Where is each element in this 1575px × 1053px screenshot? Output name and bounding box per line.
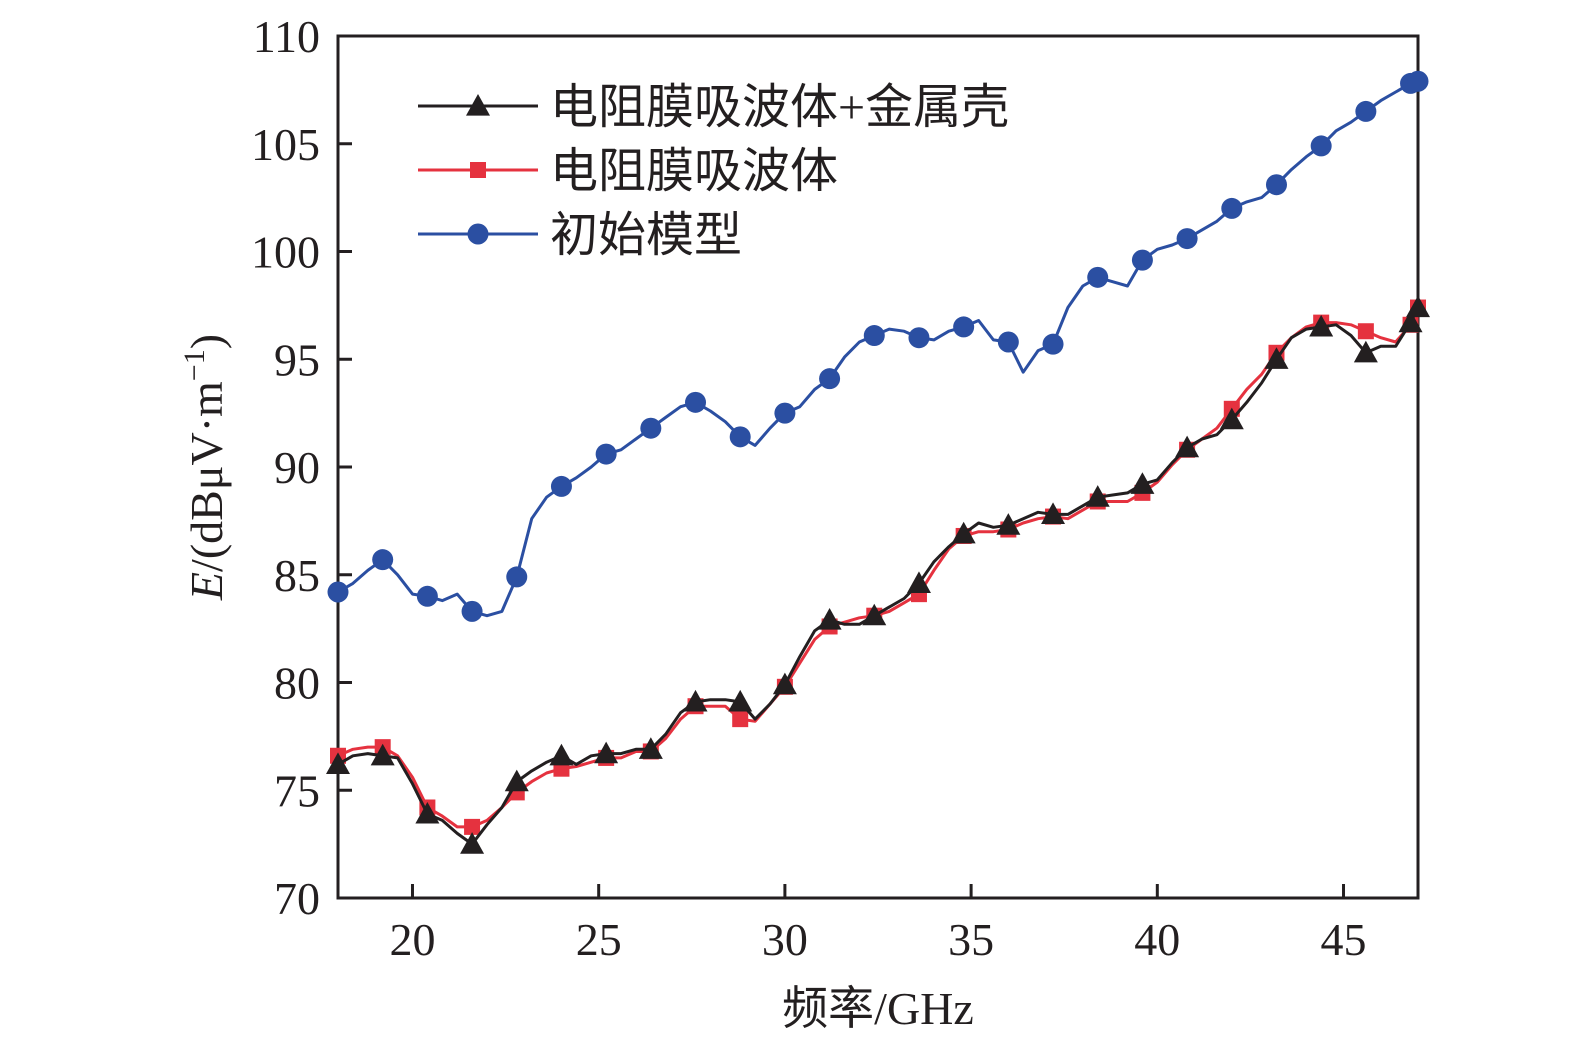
data-point xyxy=(464,818,481,835)
data-point xyxy=(1221,197,1243,219)
data-point xyxy=(1353,340,1378,363)
data-point xyxy=(416,585,438,607)
data-point xyxy=(685,391,707,413)
y-tick-label: 100 xyxy=(251,227,320,278)
series-line xyxy=(337,306,1420,846)
data-point xyxy=(683,689,708,712)
data-point xyxy=(415,801,440,824)
x-tick-label: 45 xyxy=(1321,914,1367,965)
data-point xyxy=(1309,314,1334,337)
y-tick-label: 80 xyxy=(274,658,320,709)
series-square xyxy=(330,299,1426,835)
y-axis-unit-close: ) xyxy=(181,334,232,349)
y-tick-label: 95 xyxy=(274,334,320,385)
data-point xyxy=(1265,174,1287,196)
legend-marker xyxy=(467,223,489,245)
legend-label: 初始模型 xyxy=(550,209,742,262)
data-point xyxy=(1175,435,1200,458)
data-point xyxy=(372,549,394,571)
data-point xyxy=(1042,333,1064,355)
data-point xyxy=(1219,407,1244,430)
data-point xyxy=(504,769,529,792)
data-point xyxy=(728,689,753,712)
data-point xyxy=(1131,249,1153,271)
data-point xyxy=(863,325,885,347)
data-point xyxy=(327,581,349,603)
data-point xyxy=(1130,472,1155,494)
data-point xyxy=(997,331,1019,353)
y-tick-label: 85 xyxy=(274,550,320,601)
data-point xyxy=(1176,228,1198,250)
plot-area xyxy=(336,34,1420,900)
data-point xyxy=(461,600,483,622)
data-point xyxy=(640,417,662,439)
data-point xyxy=(506,566,528,588)
x-tick-label: 35 xyxy=(948,914,994,965)
data-point xyxy=(817,608,842,630)
data-point xyxy=(1085,485,1110,507)
data-point xyxy=(1264,347,1289,369)
y-tick-label: 105 xyxy=(251,119,320,170)
data-point xyxy=(595,443,617,465)
data-point xyxy=(772,672,797,695)
data-point xyxy=(549,743,574,766)
data-point xyxy=(1355,100,1377,122)
y-tick-label: 70 xyxy=(274,873,320,924)
x-tick-label: 40 xyxy=(1134,914,1180,965)
data-point xyxy=(953,316,975,338)
series-line xyxy=(337,306,1420,829)
legend-marker xyxy=(470,162,486,178)
series-triangle xyxy=(326,295,1430,854)
data-point xyxy=(862,603,887,626)
series-layer xyxy=(326,70,1430,854)
y-tick-label: 110 xyxy=(253,11,320,62)
y-tick-label: 90 xyxy=(274,442,320,493)
data-point xyxy=(1041,502,1066,525)
data-point xyxy=(1406,295,1430,318)
legend-label: 电阻膜吸波体 xyxy=(550,145,838,198)
data-point xyxy=(1087,266,1109,288)
series-circle xyxy=(327,70,1429,622)
data-point xyxy=(326,752,350,774)
data-point xyxy=(594,741,619,764)
data-point xyxy=(732,711,749,728)
data-point xyxy=(996,513,1021,535)
data-point xyxy=(1357,323,1374,340)
x-axis-ticks: 20 25 30 35 40 45 xyxy=(389,884,1367,965)
data-point xyxy=(819,368,841,390)
data-point xyxy=(774,402,796,424)
data-point xyxy=(908,327,930,349)
legend-marker xyxy=(466,94,490,116)
y-axis-symbol: E xyxy=(181,572,232,601)
data-point xyxy=(906,571,931,593)
data-point xyxy=(370,743,395,766)
y-axis-ticks: 70 75 80 85 90 95 100 105 110 xyxy=(251,11,352,924)
y-axis-title: E/(dBμV·m−1) xyxy=(178,334,232,601)
x-tick-label: 25 xyxy=(576,914,622,965)
plot-frame xyxy=(336,34,1420,900)
series-line xyxy=(337,79,1419,618)
x-tick-label: 30 xyxy=(762,914,808,965)
y-axis-unit: /(dBμV·m xyxy=(181,381,232,572)
data-point xyxy=(1398,310,1423,333)
data-point xyxy=(951,521,976,544)
data-point xyxy=(460,832,485,854)
data-point xyxy=(729,426,751,448)
x-axis-title: 频率/GHz xyxy=(782,983,974,1034)
data-point xyxy=(1407,70,1429,92)
x-tick-label: 20 xyxy=(389,914,435,965)
data-point xyxy=(550,475,572,497)
y-axis-unit-exponent: −1 xyxy=(178,349,211,381)
y-tick-label: 75 xyxy=(274,765,320,816)
data-point xyxy=(638,737,663,759)
legend-label: 电阻膜吸波体+金属壳 xyxy=(550,81,1009,134)
data-point xyxy=(1310,135,1332,157)
